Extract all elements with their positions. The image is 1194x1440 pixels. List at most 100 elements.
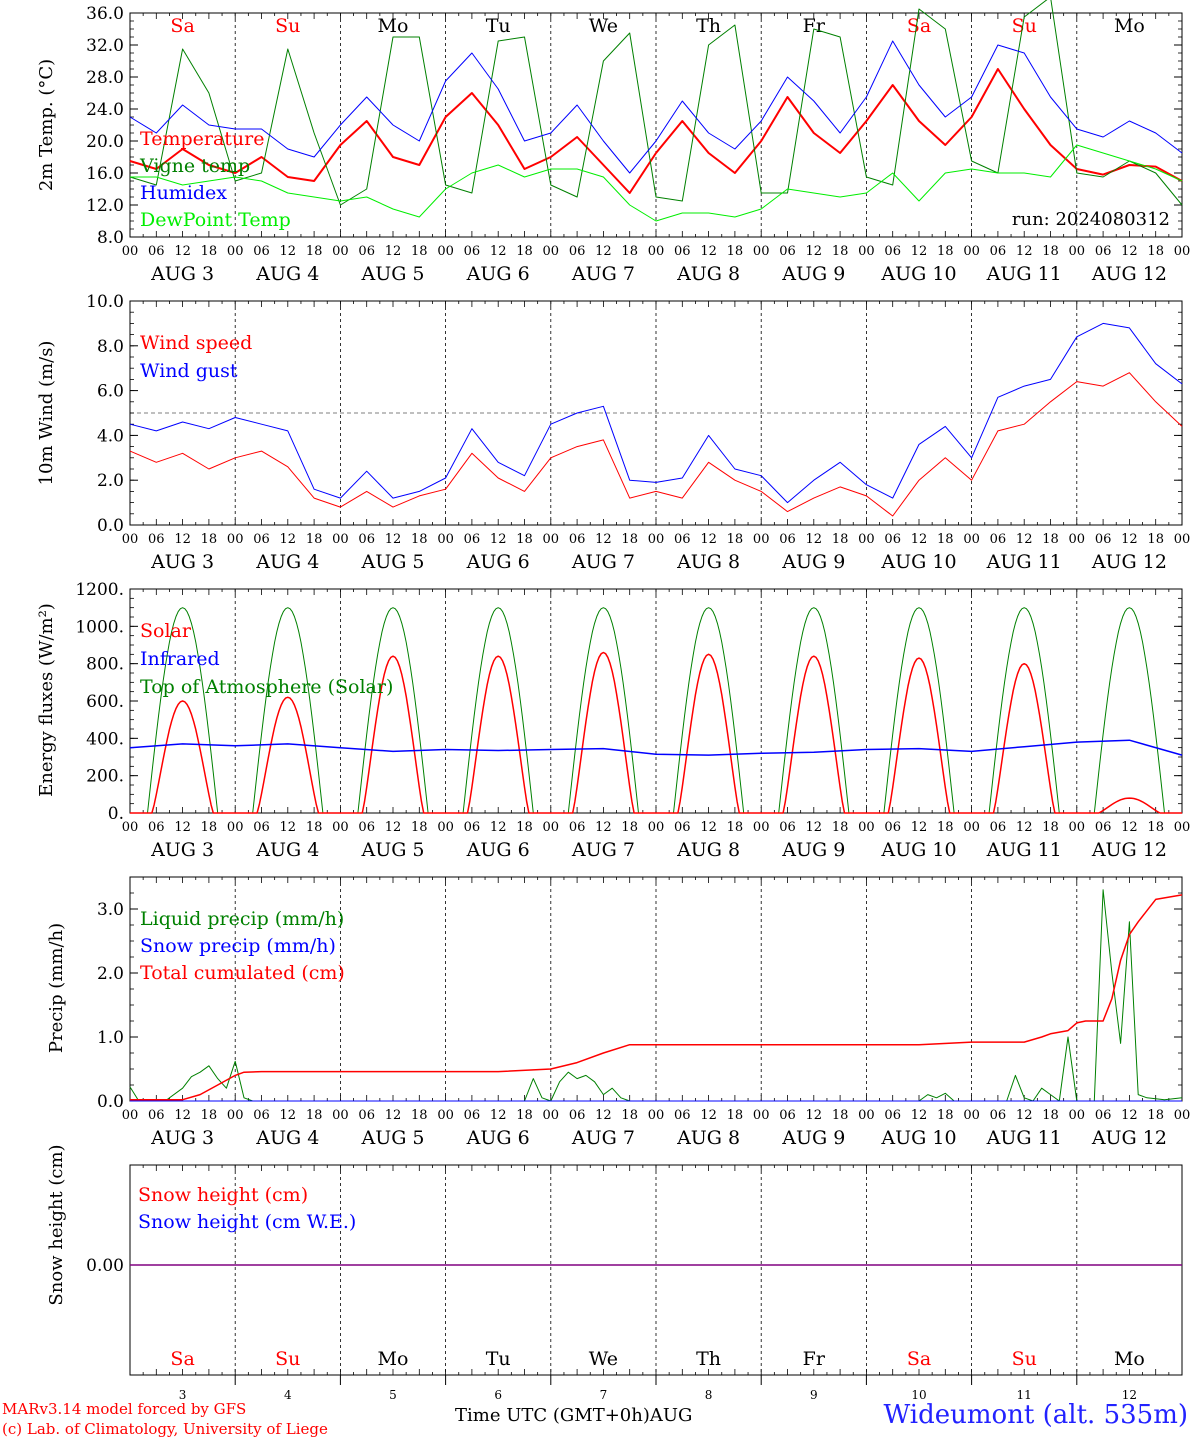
x-hour-label: 12 <box>595 820 612 835</box>
day-number-label: 4 <box>284 1388 292 1402</box>
day-number-label: 7 <box>600 1388 608 1402</box>
x-hour-label: 12 <box>700 820 717 835</box>
day-name-label: Th <box>696 15 721 37</box>
day-name-label: Mo <box>1114 1348 1145 1370</box>
x-hour-label: 00 <box>648 532 665 547</box>
x-hour-label: 12 <box>806 820 823 835</box>
x-date-label: AUG 8 <box>676 1127 740 1149</box>
x-hour-label: 12 <box>1121 820 1138 835</box>
series-line-solar <box>130 651 1182 814</box>
x-hour-label: 06 <box>569 244 586 259</box>
x-hour-label: 00 <box>753 532 770 547</box>
x-hour-label: 06 <box>358 244 375 259</box>
x-hour-label: 12 <box>1016 532 1033 547</box>
x-hour-label: 18 <box>201 244 218 259</box>
legend-label: Liquid precip (mm/h) <box>140 908 344 930</box>
y-tick-label: 0.0 <box>97 1092 124 1112</box>
x-hour-label: 18 <box>516 244 533 259</box>
x-date-label: AUG 10 <box>880 1127 956 1149</box>
x-hour-label: 12 <box>700 244 717 259</box>
x-hour-label: 00 <box>753 820 770 835</box>
x-hour-label: 18 <box>832 244 849 259</box>
x-hour-label: 18 <box>516 1108 533 1123</box>
plot-frame-energy <box>129 588 1183 814</box>
x-hour-label: 06 <box>253 244 270 259</box>
day-name-label: Su <box>275 1348 300 1370</box>
x-hour-label: 06 <box>569 532 586 547</box>
x-hour-label: 18 <box>727 820 744 835</box>
x-hour-label: 00 <box>963 1108 980 1123</box>
x-hour-label: 00 <box>858 244 875 259</box>
x-hour-label: 12 <box>911 820 928 835</box>
copyright-credit: (c) Lab. of Climatology, University of L… <box>2 1420 328 1438</box>
y-tick-label: 12.0 <box>86 196 124 216</box>
day-number-label: 8 <box>705 1388 713 1402</box>
x-hour-label: 06 <box>464 532 481 547</box>
legend-label: Wind gust <box>140 360 238 382</box>
x-hour-label: 18 <box>832 532 849 547</box>
x-hour-label: 06 <box>358 1108 375 1123</box>
day-name-label: Mo <box>378 15 409 37</box>
x-date-label: AUG 3 <box>150 839 214 861</box>
x-hour-label: 00 <box>648 820 665 835</box>
x-hour-label: 18 <box>411 532 428 547</box>
y-tick-label: 10.0 <box>86 292 124 312</box>
x-hour-label: 18 <box>306 244 323 259</box>
x-hour-label: 00 <box>332 1108 349 1123</box>
day-name-label: Sa <box>170 1348 194 1370</box>
x-hour-label: 18 <box>621 532 638 547</box>
x-hour-label: 18 <box>411 820 428 835</box>
x-hour-label: 00 <box>858 532 875 547</box>
x-date-label: AUG 11 <box>986 1127 1062 1149</box>
y-tick-label: 8.0 <box>97 228 124 248</box>
x-hour-label: 12 <box>700 532 717 547</box>
series-line-vigne-temp <box>129 0 1183 206</box>
x-date-label: AUG 10 <box>880 839 956 861</box>
x-hour-label: 12 <box>1121 532 1138 547</box>
x-hour-label: 12 <box>1121 1108 1138 1123</box>
x-hour-label: 00 <box>1069 1108 1086 1123</box>
x-hour-label: 18 <box>516 532 533 547</box>
x-hour-label: 18 <box>201 820 218 835</box>
x-hour-label: 06 <box>1095 1108 1112 1123</box>
y-tick-label: 1000. <box>75 617 124 637</box>
x-hour-label: 18 <box>1042 820 1059 835</box>
y-tick-label: 200. <box>86 767 124 787</box>
legend-label: Vigne temp <box>139 155 250 177</box>
x-date-label: AUG 5 <box>360 551 424 573</box>
x-hour-label: 00 <box>122 1108 139 1123</box>
x-hour-label: 00 <box>858 820 875 835</box>
day-name-label: Tu <box>486 15 511 37</box>
day-number-label: 3 <box>179 1388 187 1402</box>
day-name-label: Su <box>1012 1348 1037 1370</box>
y-tick-label: 1200. <box>75 580 124 600</box>
x-hour-label: 00 <box>437 244 454 259</box>
legend-label: Solar <box>140 620 192 642</box>
x-hour-label: 00 <box>122 820 139 835</box>
x-hour-label: 12 <box>911 244 928 259</box>
series-line-wind-speed <box>129 372 1183 517</box>
month-label: AUG <box>649 1405 693 1426</box>
station-name: Wideumont (alt. 535m) <box>883 1400 1188 1430</box>
x-hour-label: 00 <box>437 820 454 835</box>
x-date-label: AUG 12 <box>1091 263 1167 285</box>
time-axis-label: Time UTC (GMT+0h) <box>455 1405 650 1426</box>
x-hour-label: 06 <box>569 1108 586 1123</box>
x-hour-label: 00 <box>543 820 560 835</box>
x-hour-label: 12 <box>385 820 402 835</box>
y-tick-label: 2.0 <box>97 471 124 491</box>
x-hour-label: 12 <box>806 1108 823 1123</box>
x-hour-label: 12 <box>595 1108 612 1123</box>
x-hour-label: 00 <box>227 532 244 547</box>
x-hour-label: 00 <box>1069 532 1086 547</box>
x-hour-label: 18 <box>306 820 323 835</box>
y-axis-label: 10m Wind (m/s) <box>36 341 57 486</box>
x-date-label: AUG 10 <box>880 551 956 573</box>
x-hour-label: 12 <box>385 1108 402 1123</box>
series-line-wind-gust <box>129 322 1183 504</box>
x-hour-label: 06 <box>674 532 691 547</box>
y-tick-label: 32.0 <box>86 36 124 56</box>
y-tick-label: 6.0 <box>97 382 124 402</box>
x-hour-label: 12 <box>1121 244 1138 259</box>
day-number-label: 10 <box>911 1388 926 1402</box>
